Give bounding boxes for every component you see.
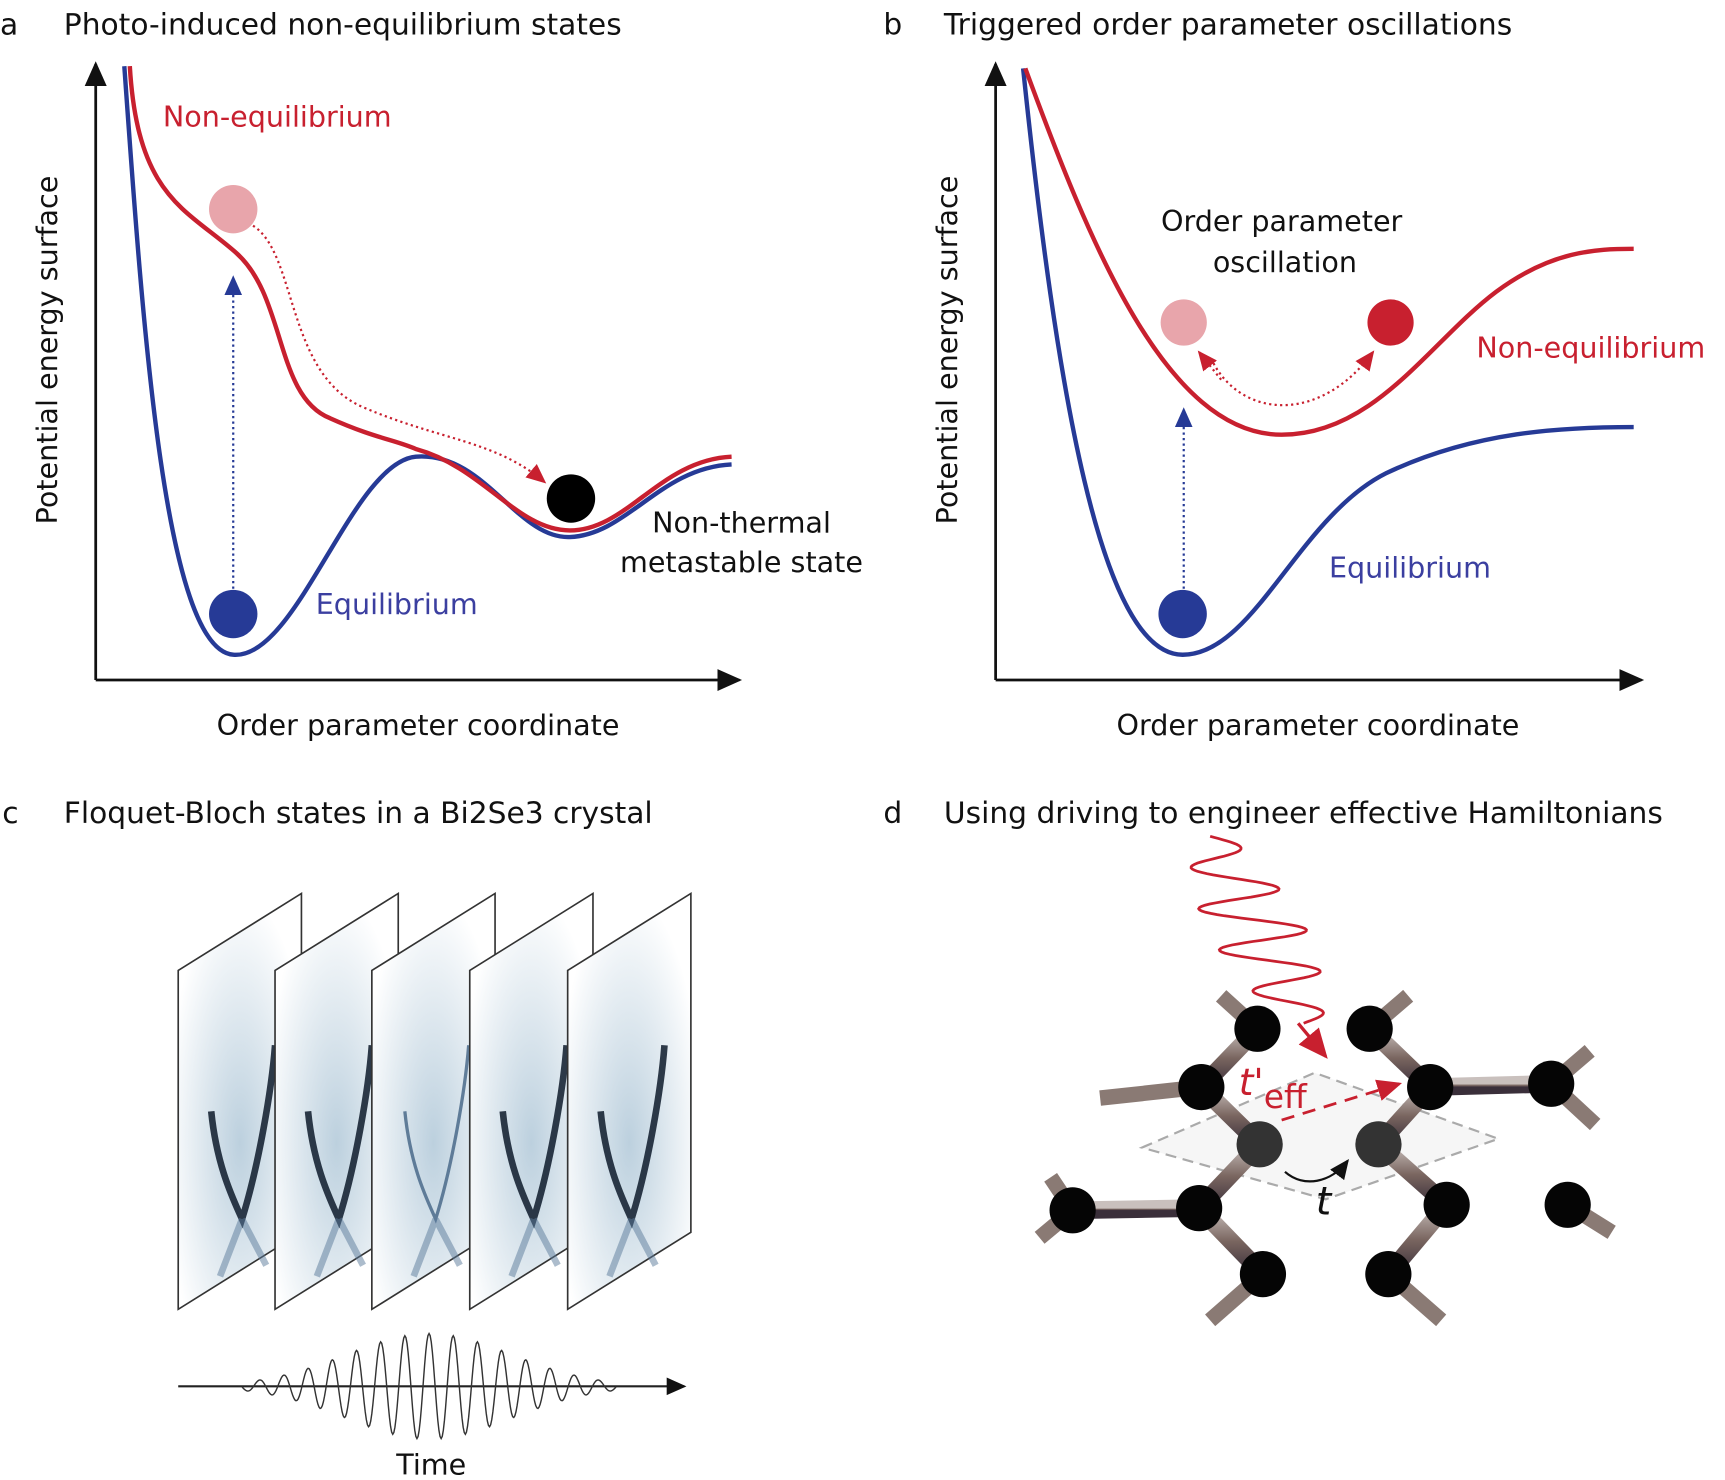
non-equilibrium-label: Non-equilibrium: [1476, 331, 1705, 365]
lattice-atom: [1239, 1251, 1287, 1298]
time-axis-label: Time: [395, 1447, 466, 1480]
dirac-cone-band: [304, 1045, 376, 1229]
panel-b-title: Triggered order parameter oscillations: [943, 7, 1512, 42]
dirac-cone-band: [597, 1045, 668, 1229]
hopping-arrow: [1284, 1159, 1349, 1183]
y-axis-label: Potential energy surface: [930, 176, 964, 525]
panel-a: a Photo-induced non-equilibrium states N…: [0, 7, 863, 742]
non-equilibrium-curve: [1023, 67, 1634, 437]
oscillating-ball-left: [1160, 299, 1207, 346]
panel-c-title: Floquet-Bloch states in a Bi2Se3 crystal: [64, 796, 653, 831]
driving-light-wave: [1189, 834, 1325, 1025]
teff-subscript: eff: [1264, 1077, 1308, 1116]
panel-a-letter: a: [0, 7, 18, 42]
lattice-atom: [1365, 1251, 1412, 1298]
lattice-atom: [1528, 1060, 1575, 1107]
panel-b-letter: b: [883, 7, 902, 42]
arpes-slice: [566, 891, 692, 1311]
metastable-label-line1: Non-thermal: [652, 506, 831, 540]
arpes-slice: [177, 891, 303, 1311]
equilibrium-label: Equilibrium: [1329, 551, 1491, 585]
x-axis-label: Order parameter coordinate: [1116, 708, 1519, 742]
panel-c-letter: c: [2, 796, 18, 831]
driving-light-arrow: [1296, 1022, 1328, 1059]
oscillation-arrow-left: [1197, 350, 1223, 381]
dirac-cone-band: [403, 1045, 471, 1224]
lattice-atom: [1234, 1005, 1281, 1052]
lattice-atom: [1423, 1181, 1470, 1228]
equilibrium-curve: [1020, 68, 1634, 657]
arpes-slices: [177, 891, 692, 1311]
lattice-atom: [1544, 1181, 1591, 1228]
lower-band: [606, 1217, 659, 1278]
metastable-label-line2: metastable state: [620, 545, 863, 579]
lower-band: [410, 1217, 463, 1278]
ground-state-ball: [209, 589, 258, 639]
pump-pulse-waveform: [241, 1331, 617, 1441]
y-axis-label: Potential energy surface: [30, 176, 64, 525]
oscillation-label-line1: Order parameter: [1161, 204, 1403, 238]
lattice-atom: [1236, 1121, 1283, 1168]
teff-main: t': [1239, 1060, 1264, 1104]
ground-state-ball: [1158, 589, 1207, 639]
hopping-label: t: [1316, 1179, 1333, 1225]
lower-band: [508, 1217, 561, 1278]
lattice-atom: [1049, 1187, 1096, 1234]
panel-a-title: Photo-induced non-equilibrium states: [64, 7, 622, 42]
panel-d-letter: d: [883, 796, 902, 831]
panel-d-title: Using driving to engineer effective Hami…: [944, 796, 1663, 831]
equilibrium-curve: [122, 66, 732, 657]
dirac-cone-band: [499, 1045, 570, 1229]
excited-state-ball: [209, 184, 258, 234]
oscillation-arrow-right: [1212, 350, 1375, 407]
oscillating-ball-right: [1367, 299, 1414, 346]
x-axis-label: Order parameter coordinate: [217, 708, 620, 742]
panel-d: d Using driving to engineer effective Ha…: [883, 796, 1663, 1327]
panel-b: b Triggered order parameter oscillations…: [883, 7, 1705, 742]
lattice-atom: [1176, 1185, 1223, 1232]
lattice-atoms: [1049, 1005, 1591, 1298]
lower-band: [313, 1217, 366, 1278]
oscillation-label-line2: oscillation: [1213, 245, 1357, 279]
arpes-slice: [468, 891, 594, 1311]
lower-band: [216, 1217, 270, 1278]
lattice-atom: [1407, 1063, 1454, 1111]
metastable-state-ball: [546, 474, 596, 523]
panel-c: c Floquet-Bloch states in a Bi2Se3 cryst…: [2, 796, 692, 1480]
non-equilibrium-curve: [127, 66, 732, 533]
slice-frame: [566, 891, 692, 1311]
lattice-atom: [1346, 1005, 1393, 1052]
effective-hopping-label: t'eff: [1239, 1060, 1308, 1116]
non-equilibrium-label: Non-equilibrium: [163, 100, 392, 134]
equilibrium-label: Equilibrium: [316, 587, 478, 621]
lattice-atom: [1178, 1063, 1225, 1111]
lattice-atom: [1355, 1121, 1402, 1168]
dirac-cone-band: [207, 1045, 279, 1229]
